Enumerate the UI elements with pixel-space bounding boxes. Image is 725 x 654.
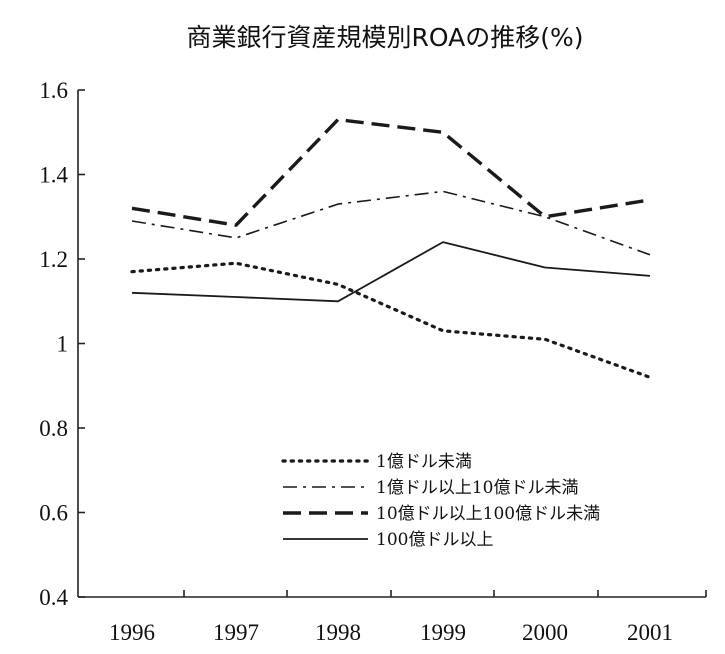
- axes: 0.4 0.6 0.8 1 1.2 1.4 1.6 1996 1997 1998 1999 2000 2…: [39, 78, 707, 645]
- series-lines: [130, 117, 652, 379]
- y-tick-label: 1.6: [39, 78, 68, 103]
- legend-label-3: 10億ドル以上100億ドル未満: [376, 504, 600, 524]
- y-tick-label: 1.2: [39, 247, 68, 272]
- y-tick-label: 1: [57, 332, 69, 357]
- x-tick-label: 1999: [420, 620, 466, 645]
- y-tick-label: 1.4: [39, 163, 68, 188]
- legend-label-4: 100億ドル以上: [376, 530, 493, 550]
- x-tick-label: 2000: [522, 620, 568, 645]
- x-tick-label: 1996: [109, 620, 155, 645]
- series-line-2: [131, 190, 651, 256]
- x-tick-label: 1997: [213, 620, 259, 645]
- y-tick-label: 0.8: [39, 416, 68, 441]
- x-tick-label: 1998: [315, 620, 361, 645]
- x-tick-label: 2001: [627, 620, 673, 645]
- series-line-4: [131, 241, 651, 303]
- legend-label-1: 1億ドル未満: [376, 452, 472, 472]
- legend: 1億ドル未満 1億ドル以上10億ドル未満 10億ドル以上100億ドル未満 100億ドル…: [281, 452, 600, 550]
- y-tick-label: 0.6: [39, 501, 68, 526]
- series-line-3: [131, 117, 651, 227]
- y-tick-label: 0.4: [39, 585, 68, 610]
- legend-label-2: 1億ドル以上10億ドル未満: [376, 478, 578, 498]
- series-line-1: [130, 261, 652, 379]
- chart-title: 商業銀行資産規模別ROAの推移(%): [187, 23, 584, 52]
